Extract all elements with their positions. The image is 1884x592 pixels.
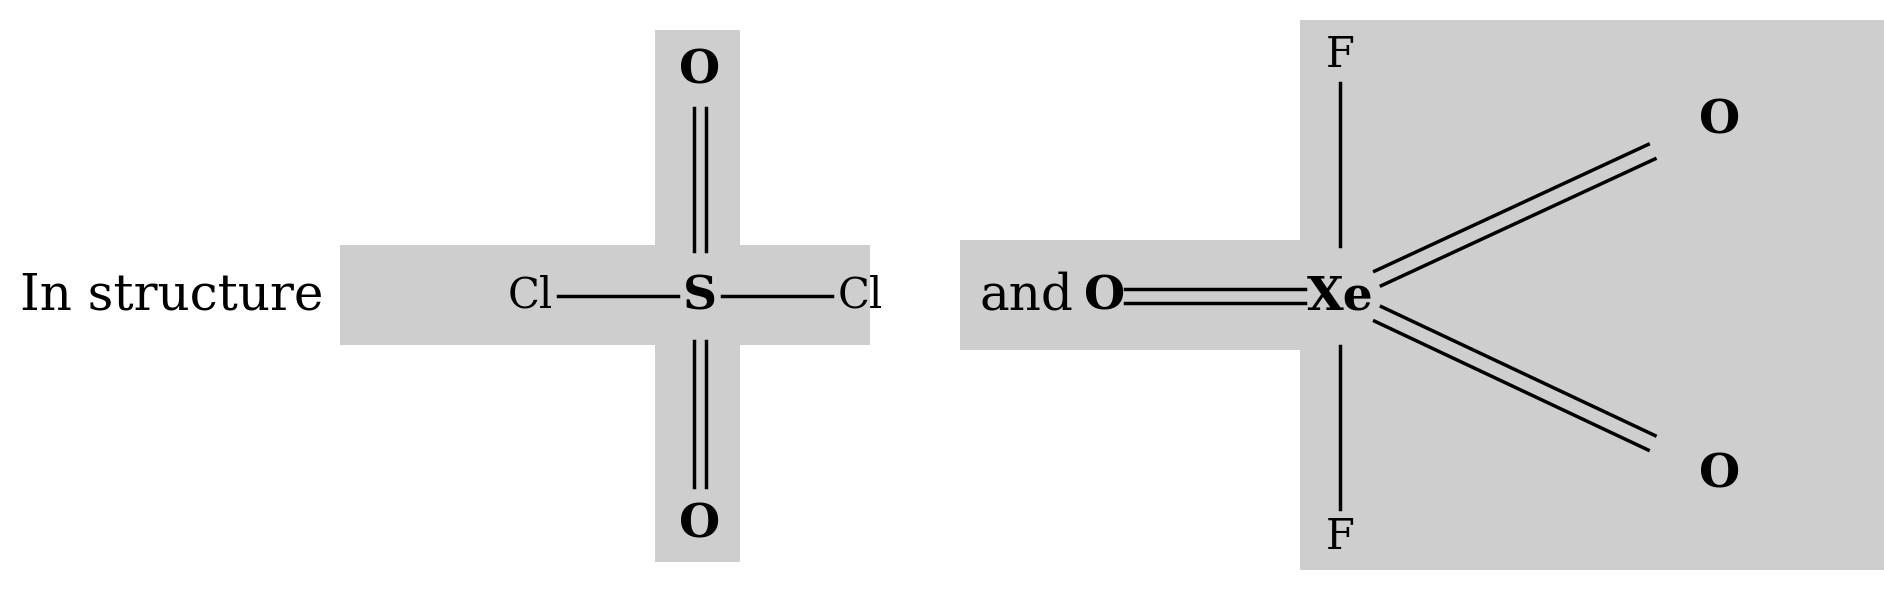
Text: Xe: Xe xyxy=(1307,273,1373,319)
Text: and: and xyxy=(980,271,1074,321)
FancyBboxPatch shape xyxy=(961,240,1884,350)
Text: O: O xyxy=(1699,97,1741,143)
FancyBboxPatch shape xyxy=(656,30,740,562)
Text: In structure: In structure xyxy=(21,271,324,321)
Text: Cl: Cl xyxy=(836,275,882,317)
Text: S: S xyxy=(682,273,718,319)
Text: F: F xyxy=(1326,34,1355,76)
FancyBboxPatch shape xyxy=(1300,20,1884,570)
Text: O: O xyxy=(1699,452,1741,498)
Text: F: F xyxy=(1326,516,1355,558)
Text: Cl: Cl xyxy=(507,275,552,317)
FancyBboxPatch shape xyxy=(339,245,870,345)
Text: O: O xyxy=(680,502,720,548)
Text: O: O xyxy=(680,47,720,93)
Text: O: O xyxy=(1085,273,1125,319)
